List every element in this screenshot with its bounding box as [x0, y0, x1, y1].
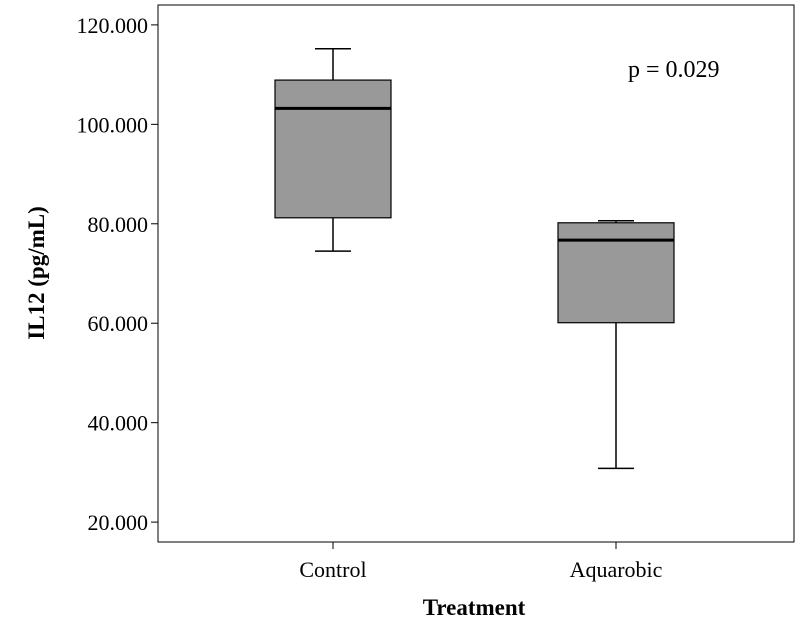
y-tick-label: 20.000	[88, 510, 149, 535]
box-control	[274, 48, 392, 252]
box-aquarobic	[557, 220, 675, 470]
box-series	[274, 48, 675, 470]
iqr-box	[274, 79, 392, 219]
y-tick-label: 120.000	[77, 13, 149, 38]
y-tick-label: 60.000	[88, 311, 149, 336]
y-axis-title: IL12 (pg/mL)	[24, 206, 49, 340]
y-tick-label: 40.000	[88, 411, 149, 436]
x-tick-label: Aquarobic	[570, 557, 663, 582]
y-tick-label: 100.000	[77, 112, 149, 137]
p-value-annotation: p = 0.029	[628, 57, 720, 83]
iqr-box	[557, 222, 675, 324]
x-axis-title: Treatment	[423, 595, 526, 620]
y-tick-label: 80.000	[88, 212, 149, 237]
x-axis: Control Aquarobic	[299, 542, 663, 582]
plot-frame	[157, 4, 795, 543]
x-tick-label: Control	[299, 557, 366, 582]
y-axis: 20.000 40.000 60.000 80.000 100.000 120.000	[77, 13, 158, 535]
